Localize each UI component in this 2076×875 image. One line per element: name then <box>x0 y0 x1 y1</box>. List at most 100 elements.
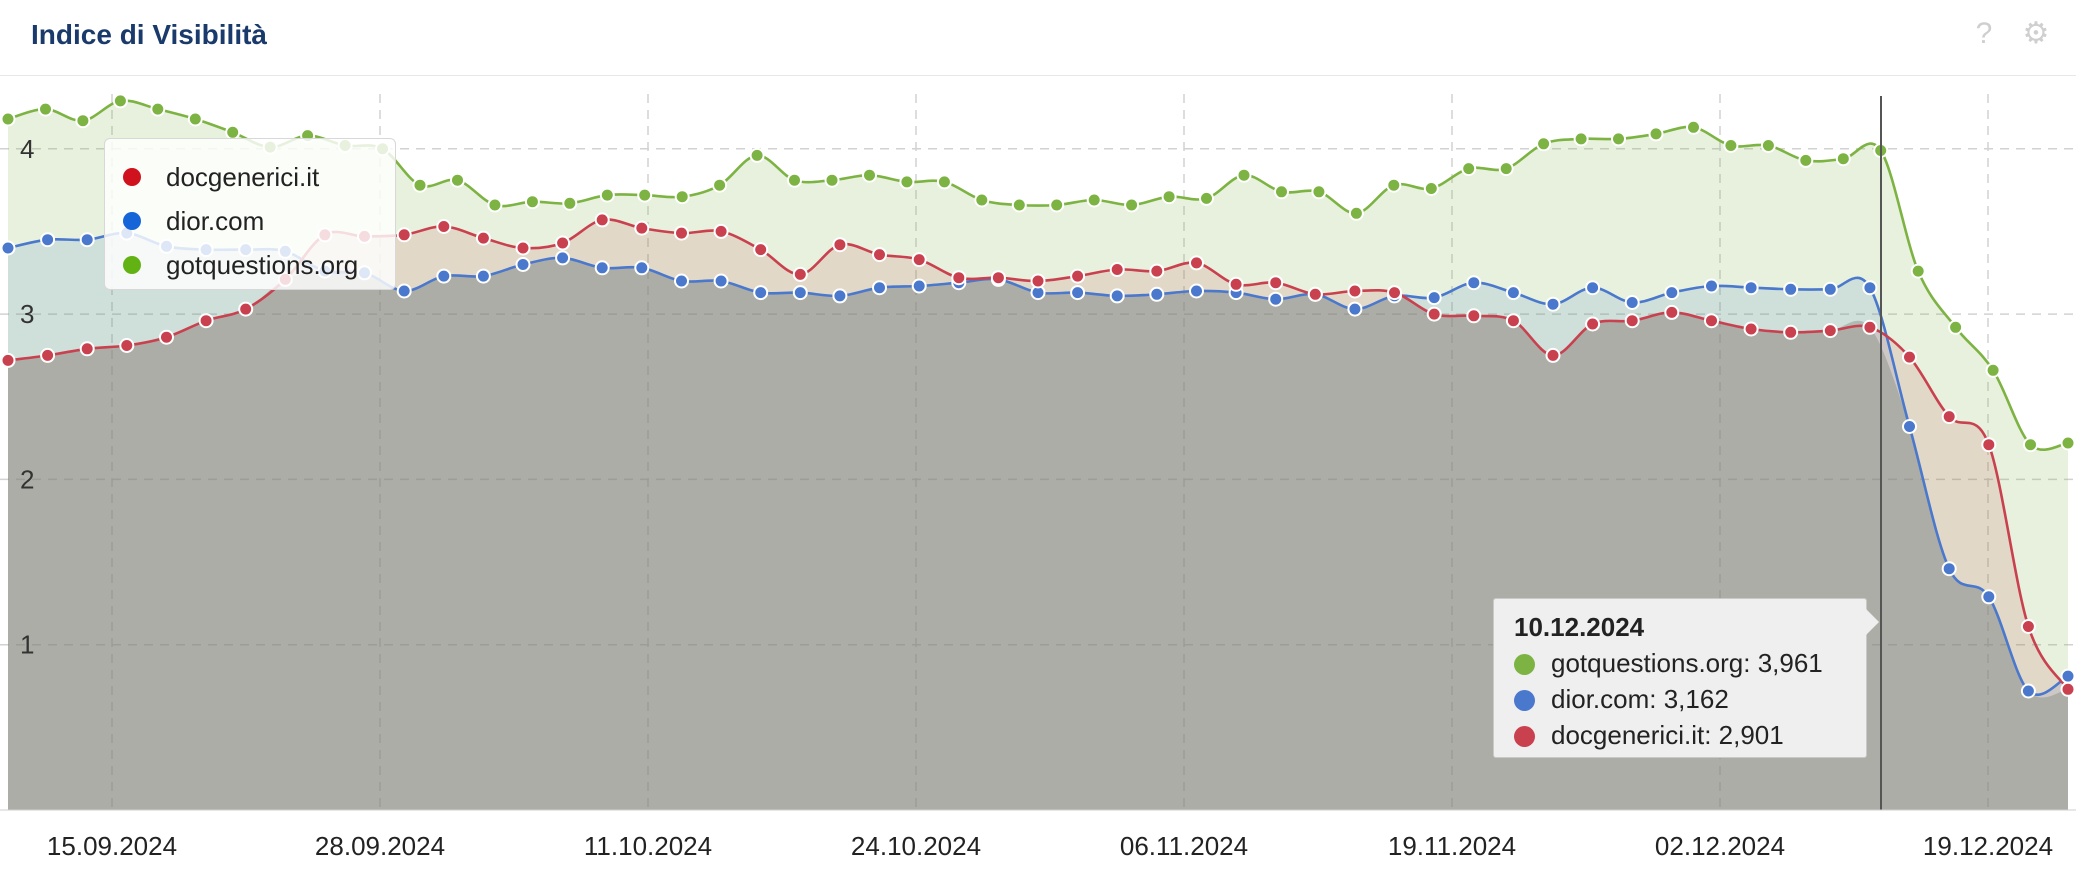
data-point <box>0 240 16 256</box>
data-point <box>198 313 214 329</box>
data-point <box>2060 435 2076 451</box>
data-point <box>1109 288 1125 304</box>
data-point <box>40 232 56 248</box>
data-point <box>1109 262 1125 277</box>
data-point <box>1347 283 1363 299</box>
tooltip-dot <box>1514 654 1535 675</box>
data-point <box>1466 275 1482 291</box>
data-point <box>450 172 465 188</box>
data-point <box>1981 589 1997 605</box>
chart-legend: docgenerici.it dior.com gotquestions.org <box>104 138 396 290</box>
data-point <box>1981 437 1997 453</box>
data-point <box>1149 286 1165 302</box>
data-point <box>1835 151 1851 167</box>
data-point <box>515 240 531 256</box>
data-point <box>119 338 135 353</box>
data-point <box>911 252 927 268</box>
tooltip-row-docgenerici: docgenerici.it: 2,901 <box>1514 717 1866 753</box>
data-point <box>2023 437 2038 453</box>
data-point <box>1189 283 1204 299</box>
data-point <box>1624 295 1640 310</box>
tooltip-dot <box>1514 726 1535 747</box>
data-point <box>150 101 166 117</box>
data-point <box>1030 273 1046 289</box>
data-point <box>562 195 578 211</box>
data-point <box>1536 136 1552 152</box>
data-point <box>1585 280 1601 296</box>
data-point <box>637 187 653 203</box>
data-point <box>594 260 610 276</box>
legend-label: dior.com <box>166 206 265 236</box>
data-point <box>634 260 650 276</box>
legend-dot <box>123 256 141 274</box>
x-tick-label: 06.11.2024 <box>1120 831 1248 861</box>
data-point <box>79 341 95 357</box>
data-point <box>396 227 412 243</box>
data-point <box>524 194 540 210</box>
data-point <box>1902 419 1917 434</box>
data-point <box>753 285 769 301</box>
data-point <box>2060 681 2076 697</box>
tooltip-row-gotquestions: gotquestions.org: 3,961 <box>1514 645 1866 681</box>
data-point <box>38 101 53 117</box>
data-point <box>832 237 848 253</box>
x-tick-label: 19.11.2024 <box>1388 831 1516 861</box>
x-tick-label: 11.10.2024 <box>584 831 712 861</box>
data-point <box>1743 321 1759 337</box>
tooltip-dot <box>1514 690 1535 711</box>
data-point <box>1822 281 1838 297</box>
data-point <box>1461 161 1477 177</box>
data-point <box>1011 197 1027 213</box>
gear-icon[interactable]: ⚙ <box>2022 17 2050 50</box>
data-point <box>1941 561 1957 577</box>
legend-item-dior[interactable]: dior.com <box>105 199 395 243</box>
data-point <box>911 278 927 294</box>
tooltip-value: gotquestions.org: 3,961 <box>1551 648 1823 678</box>
data-point <box>787 172 802 188</box>
data-point <box>436 219 452 234</box>
data-point <box>1274 184 1289 200</box>
data-point <box>1268 275 1284 291</box>
data-point <box>2020 619 2036 634</box>
data-point <box>872 280 887 296</box>
data-point <box>79 232 95 248</box>
legend-item-gotquestions[interactable]: gotquestions.org <box>105 243 395 287</box>
data-point <box>1948 319 1964 335</box>
data-point <box>792 266 808 282</box>
data-point <box>187 111 203 127</box>
data-point <box>824 172 840 188</box>
data-point <box>1585 316 1601 332</box>
data-point <box>1783 281 1799 297</box>
x-tick-label: 24.10.2024 <box>851 831 981 861</box>
data-point <box>436 268 452 284</box>
data-point <box>899 174 915 190</box>
data-point <box>475 230 491 246</box>
data-point <box>753 242 769 258</box>
data-point <box>1466 308 1482 324</box>
data-point <box>936 174 952 190</box>
data-point <box>1189 255 1204 271</box>
data-point <box>951 270 967 286</box>
tooltip-value: dior.com: 3,162 <box>1551 684 1729 714</box>
question-icon[interactable]: ? <box>1975 17 1993 50</box>
x-tick-label: 02.12.2024 <box>1655 831 1785 861</box>
data-point <box>1910 263 1926 279</box>
data-point <box>2060 668 2076 684</box>
data-point <box>1573 131 1589 147</box>
data-point <box>1049 197 1065 213</box>
data-point <box>159 329 174 345</box>
data-point <box>1822 323 1838 339</box>
data-point <box>1124 197 1140 213</box>
data-point <box>1070 268 1086 284</box>
data-point <box>1307 286 1323 302</box>
data-point <box>1311 184 1327 200</box>
legend-item-docgenerici[interactable]: docgenerici.it <box>105 155 395 199</box>
legend-label: gotquestions.org <box>166 250 359 280</box>
data-point <box>713 223 729 239</box>
data-point <box>599 187 615 203</box>
data-point <box>674 273 689 289</box>
data-point <box>1505 313 1521 329</box>
data-point <box>1798 152 1814 168</box>
data-point <box>749 147 765 163</box>
data-point <box>0 352 16 368</box>
